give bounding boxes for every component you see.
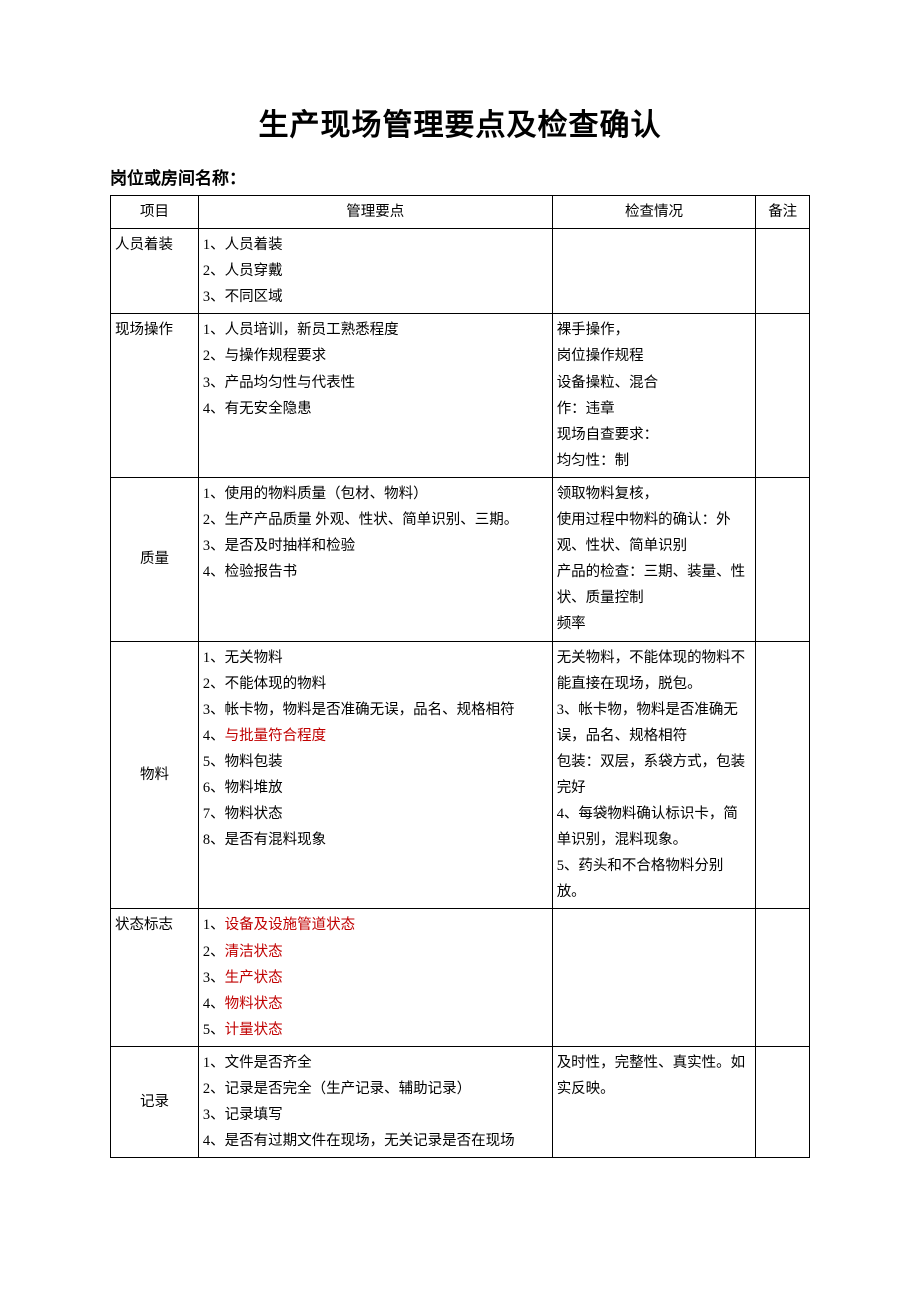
note-cell: [756, 909, 810, 1046]
check-line: 裸手操作，: [557, 317, 752, 343]
project-cell: 现场操作: [111, 314, 199, 478]
point-line: 1、无关物料: [203, 645, 548, 671]
table-row: 记录1、文件是否齐全2、记录是否完全（生产记录、辅助记录）3、记录填写4、是否有…: [111, 1046, 810, 1157]
points-cell: 1、设备及设施管道状态2、清洁状态3、生产状态4、物料状态5、计量状态: [198, 909, 552, 1046]
points-cell: 1、人员培训，新员工熟悉程度2、与操作规程要求3、产品均匀性与代表性4、有无安全…: [198, 314, 552, 478]
check-line: 4、每袋物料确认标识卡，简单识别，混料现象。: [557, 801, 752, 853]
check-line: 无关物料，不能体现的物料不能直接在现场，脱包。: [557, 645, 752, 697]
checklist-table: 项目 管理要点 检查情况 备注 人员着装1、人员着装2、人员穿戴3、不同区域现场…: [110, 195, 810, 1158]
point-line: 8、是否有混料现象: [203, 827, 548, 853]
check-line: 作：违章: [557, 396, 752, 422]
point-line: 3、是否及时抽样和检验: [203, 533, 548, 559]
point-line: 1、人员着装: [203, 232, 548, 258]
points-cell: 1、文件是否齐全2、记录是否完全（生产记录、辅助记录）3、记录填写4、是否有过期…: [198, 1046, 552, 1157]
table-row: 现场操作1、人员培训，新员工熟悉程度2、与操作规程要求3、产品均匀性与代表性4、…: [111, 314, 810, 478]
point-line: 3、产品均匀性与代表性: [203, 370, 548, 396]
point-line: 4、与批量符合程度: [203, 723, 548, 749]
note-cell: [756, 641, 810, 909]
point-line: 6、物料堆放: [203, 775, 548, 801]
check-line: 3、帐卡物，物料是否准确无误，品名、规格相符: [557, 697, 752, 749]
table-header-row: 项目 管理要点 检查情况 备注: [111, 196, 810, 229]
table-row: 物料1、无关物料2、不能体现的物料3、帐卡物，物料是否准确无误，品名、规格相符4…: [111, 641, 810, 909]
check-line: 领取物料复核，: [557, 481, 752, 507]
check-line: 及时性，完整性、真实性。如实反映。: [557, 1050, 752, 1102]
point-line: 1、人员培训，新员工熟悉程度: [203, 317, 548, 343]
point-line: 3、不同区域: [203, 284, 548, 310]
table-row: 人员着装1、人员着装2、人员穿戴3、不同区域: [111, 229, 810, 314]
point-line: 4、是否有过期文件在现场，无关记录是否在现场: [203, 1128, 548, 1154]
note-cell: [756, 1046, 810, 1157]
note-cell: [756, 477, 810, 641]
point-line: 5、物料包装: [203, 749, 548, 775]
check-line: 岗位操作规程: [557, 343, 752, 369]
note-cell: [756, 229, 810, 314]
points-cell: 1、无关物料2、不能体现的物料3、帐卡物，物料是否准确无误，品名、规格相符4、与…: [198, 641, 552, 909]
point-line: 1、文件是否齐全: [203, 1050, 548, 1076]
header-project: 项目: [111, 196, 199, 229]
point-line: 2、与操作规程要求: [203, 343, 548, 369]
check-line: 设备操粒、混合: [557, 370, 752, 396]
table-row: 状态标志1、设备及设施管道状态2、清洁状态3、生产状态4、物料状态5、计量状态: [111, 909, 810, 1046]
check-line: 频率: [557, 611, 752, 637]
project-cell: 记录: [111, 1046, 199, 1157]
note-cell: [756, 314, 810, 478]
check-line: 使用过程中物料的确认：外观、性状、简单识别: [557, 507, 752, 559]
table-row: 质量1、使用的物料质量（包材、物料）2、生产产品质量 外观、性状、简单识别、三期…: [111, 477, 810, 641]
project-cell: 状态标志: [111, 909, 199, 1046]
header-check: 检查情况: [552, 196, 756, 229]
check-line: 包装：双层，系袋方式，包装完好: [557, 749, 752, 801]
project-cell: 物料: [111, 641, 199, 909]
project-cell: 人员着装: [111, 229, 199, 314]
point-line: 4、检验报告书: [203, 559, 548, 585]
check-line: 产品的检查：三期、装量、性状、质量控制: [557, 559, 752, 611]
project-cell: 质量: [111, 477, 199, 641]
points-cell: 1、人员着装2、人员穿戴3、不同区域: [198, 229, 552, 314]
point-line: 3、帐卡物，物料是否准确无误，品名、规格相符: [203, 697, 548, 723]
table-body: 人员着装1、人员着装2、人员穿戴3、不同区域现场操作1、人员培训，新员工熟悉程度…: [111, 229, 810, 1158]
point-line: 3、记录填写: [203, 1102, 548, 1128]
check-cell: 无关物料，不能体现的物料不能直接在现场，脱包。3、帐卡物，物料是否准确无误，品名…: [552, 641, 756, 909]
page-subtitle: 岗位或房间名称：: [110, 164, 810, 189]
check-line: 5、药头和不合格物料分别放。: [557, 853, 752, 905]
check-cell: 裸手操作，岗位操作规程设备操粒、混合作：违章现场自查要求：均匀性：制: [552, 314, 756, 478]
check-line: 现场自查要求：: [557, 422, 752, 448]
point-line: 2、清洁状态: [203, 939, 548, 965]
point-line: 2、生产产品质量 外观、性状、简单识别、三期。: [203, 507, 548, 533]
point-line: 4、有无安全隐患: [203, 396, 548, 422]
point-line: 5、计量状态: [203, 1017, 548, 1043]
check-cell: 领取物料复核，使用过程中物料的确认：外观、性状、简单识别产品的检查：三期、装量、…: [552, 477, 756, 641]
document-page: 生产现场管理要点及检查确认 岗位或房间名称： 项目 管理要点 检查情况 备注 人…: [0, 0, 920, 1238]
header-points: 管理要点: [198, 196, 552, 229]
point-line: 1、使用的物料质量（包材、物料）: [203, 481, 548, 507]
point-line: 1、设备及设施管道状态: [203, 912, 548, 938]
check-cell: 及时性，完整性、真实性。如实反映。: [552, 1046, 756, 1157]
check-cell: [552, 229, 756, 314]
check-cell: [552, 909, 756, 1046]
point-line: 2、记录是否完全（生产记录、辅助记录）: [203, 1076, 548, 1102]
header-note: 备注: [756, 196, 810, 229]
page-title: 生产现场管理要点及检查确认: [110, 100, 810, 144]
point-line: 2、人员穿戴: [203, 258, 548, 284]
check-line: 均匀性：制: [557, 448, 752, 474]
point-line: 7、物料状态: [203, 801, 548, 827]
point-line: 3、生产状态: [203, 965, 548, 991]
point-line: 4、物料状态: [203, 991, 548, 1017]
point-line: 2、不能体现的物料: [203, 671, 548, 697]
points-cell: 1、使用的物料质量（包材、物料）2、生产产品质量 外观、性状、简单识别、三期。3…: [198, 477, 552, 641]
